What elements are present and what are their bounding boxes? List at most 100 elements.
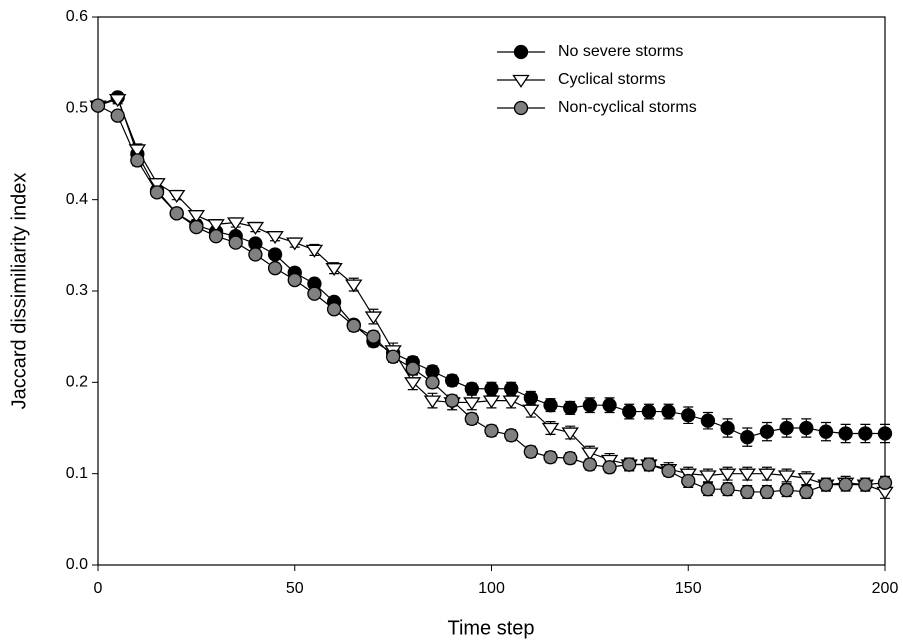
data-point	[444, 393, 460, 408]
data-point	[345, 279, 363, 293]
data-point	[425, 375, 440, 390]
x-tick-label: 50	[286, 580, 304, 597]
x-tick-label: 150	[675, 580, 702, 597]
data-point	[700, 413, 716, 428]
data-point	[720, 482, 735, 497]
data-point	[464, 381, 479, 396]
data-point	[307, 286, 322, 301]
data-point	[661, 463, 676, 479]
data-point	[718, 468, 737, 482]
data-point	[484, 423, 499, 438]
legend-label: Non-cyclical storms	[558, 99, 697, 116]
data-point	[248, 247, 263, 262]
data-point	[581, 447, 599, 461]
data-point	[267, 247, 283, 262]
data-point	[326, 302, 342, 317]
data-point	[463, 397, 481, 411]
data-point	[130, 153, 145, 168]
data-point	[661, 404, 676, 419]
data-point	[699, 470, 717, 484]
data-point	[877, 426, 893, 441]
legend-label: No severe storms	[558, 43, 683, 60]
data-point	[700, 482, 716, 497]
data-point	[128, 144, 147, 158]
data-point	[681, 408, 696, 423]
data-point	[482, 395, 501, 409]
data-point	[543, 450, 558, 465]
data-point	[148, 178, 166, 192]
data-point	[541, 422, 560, 436]
data-point	[522, 404, 540, 418]
data-point	[738, 468, 756, 482]
data-point	[602, 460, 617, 475]
data-point	[779, 482, 794, 498]
data-point	[759, 424, 775, 439]
y-tick-label: 0.1	[66, 465, 88, 482]
data-point	[325, 263, 343, 277]
data-point	[189, 219, 204, 235]
y-tick-label: 0.5	[66, 100, 88, 117]
data-point	[404, 377, 422, 391]
data-point	[582, 398, 598, 413]
data-point	[464, 411, 479, 427]
data-point	[523, 444, 538, 459]
data-point	[167, 189, 186, 204]
data-point	[228, 235, 243, 250]
data-point	[602, 398, 617, 413]
data-point	[187, 210, 206, 224]
data-point	[149, 185, 165, 200]
data-point	[305, 244, 324, 258]
data-point	[543, 398, 558, 413]
data-point	[777, 470, 796, 484]
data-point	[740, 484, 755, 500]
data-point	[246, 221, 265, 235]
data-point	[858, 477, 873, 492]
x-tick-label: 0	[94, 580, 103, 597]
x-tick-label: 200	[872, 580, 899, 597]
data-point	[759, 484, 775, 500]
data-point	[720, 420, 735, 436]
data-point	[838, 477, 853, 492]
data-point	[110, 108, 125, 123]
data-point	[797, 473, 816, 487]
data-point	[227, 217, 245, 231]
data-point	[266, 231, 284, 245]
x-axis-title: Time step	[447, 617, 534, 639]
data-point	[858, 426, 873, 441]
data-point	[267, 261, 283, 276]
y-tick-label: 0.2	[66, 374, 88, 391]
data-point	[563, 450, 578, 466]
data-point	[108, 94, 127, 108]
data-point	[779, 420, 794, 436]
data-point	[523, 390, 538, 406]
data-point	[423, 395, 442, 409]
y-tick-label: 0.4	[66, 191, 88, 208]
y-tick-label: 0.3	[66, 282, 88, 299]
data-point	[758, 468, 776, 482]
y-tick-label: 0.0	[66, 556, 88, 573]
data-point	[582, 457, 598, 472]
data-point	[799, 484, 814, 500]
legend-marker	[512, 74, 530, 88]
data-point	[504, 381, 519, 396]
data-point	[622, 457, 637, 472]
data-point	[799, 420, 814, 436]
data-point	[286, 237, 304, 251]
legend-marker	[513, 44, 529, 60]
data-point	[484, 381, 499, 396]
data-point	[561, 427, 579, 441]
data-point	[504, 428, 519, 443]
data-point	[287, 272, 302, 288]
data-point	[838, 426, 853, 441]
data-point	[366, 329, 381, 344]
data-point	[740, 429, 755, 445]
data-point	[405, 361, 420, 376]
y-tick-label: 0.6	[66, 8, 88, 25]
data-point	[385, 349, 401, 364]
data-point	[877, 475, 893, 490]
data-point	[208, 229, 224, 244]
data-point	[641, 457, 657, 472]
x-tick-label: 100	[478, 580, 505, 597]
plot-frame	[97, 16, 886, 566]
